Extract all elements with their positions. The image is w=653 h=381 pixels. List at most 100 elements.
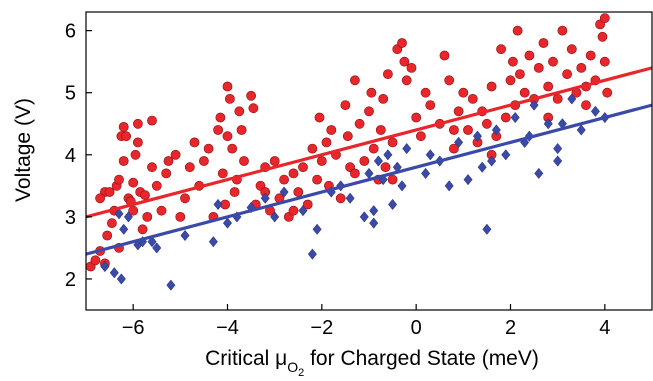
x-tick-label: −2 (310, 317, 333, 339)
data-point-circle (161, 168, 172, 179)
data-point-circle (378, 94, 389, 104)
data-point-circle (217, 168, 228, 179)
data-point-circle (599, 56, 610, 67)
data-point-circle (515, 69, 525, 79)
data-point-circle (397, 38, 407, 48)
data-point-diamond (369, 217, 379, 229)
data-point-circle (175, 211, 186, 222)
data-point-circle (95, 193, 105, 204)
data-point-circle (486, 81, 497, 92)
data-point-circle (467, 94, 478, 104)
data-point-circle (581, 100, 591, 110)
data-point-diamond (307, 248, 317, 260)
data-point-circle (140, 190, 150, 200)
data-point-circle (375, 125, 386, 135)
data-point-diamond (402, 142, 412, 155)
data-point-diamond (454, 136, 464, 148)
data-point-circle (505, 75, 516, 86)
data-point-circle (118, 122, 129, 132)
data-point-circle (321, 137, 332, 148)
x-tick-label: −6 (122, 317, 145, 339)
data-point-circle (248, 103, 259, 114)
data-point-circle (566, 44, 577, 55)
data-point-circle (316, 156, 327, 166)
data-point-diamond (147, 236, 157, 248)
data-point-diamond (260, 192, 270, 204)
data-point-circle (128, 177, 139, 188)
data-point-circle (314, 112, 325, 123)
data-point-circle (519, 87, 530, 98)
data-point-diamond (364, 167, 374, 180)
data-point-diamond (114, 208, 124, 220)
data-point-circle (307, 143, 318, 154)
data-point-circle (279, 174, 289, 185)
data-point-circle (533, 63, 544, 73)
data-point-circle (104, 187, 115, 197)
x-tick-label: 0 (411, 317, 422, 339)
data-point-diamond (213, 198, 223, 211)
data-point-circle (229, 187, 240, 197)
data-point-circle (147, 115, 157, 126)
data-point-circle (118, 156, 129, 166)
data-point-circle (180, 193, 190, 204)
data-point-diamond (270, 211, 280, 223)
data-point-circle (538, 38, 549, 48)
fit-lines (85, 66, 653, 256)
data-point-circle (602, 87, 613, 98)
data-point-circle (302, 199, 313, 210)
data-point-circle (342, 131, 353, 142)
data-point-circle (463, 125, 473, 135)
data-point-diamond (208, 236, 218, 248)
data-point-circle (349, 75, 360, 86)
y-axis-title: Voltage (V) (12, 98, 35, 202)
data-point-circle (448, 125, 459, 135)
data-point-circle (227, 143, 238, 154)
data-point-circle (420, 87, 431, 98)
data-point-circle (585, 50, 596, 61)
data-point-circle (380, 162, 391, 173)
data-point-circle (239, 156, 249, 166)
data-point-diamond (463, 174, 473, 186)
data-point-diamond (576, 124, 586, 136)
y-tick-label: 4 (65, 145, 76, 167)
data-point-circle (335, 193, 346, 204)
data-point-diamond (298, 205, 308, 217)
data-point-circle (213, 125, 223, 135)
data-point-diamond (472, 130, 483, 142)
data-point-circle (326, 125, 337, 135)
data-point-circle (130, 149, 141, 160)
x-tick-label: 2 (505, 317, 516, 339)
fit-line-diamond (85, 103, 653, 256)
data-point-circle (543, 81, 554, 92)
data-point-circle (576, 63, 587, 73)
y-tick-label: 6 (65, 21, 76, 43)
data-point-diamond (152, 242, 162, 254)
data-point-circle (90, 255, 101, 266)
data-point-circle (163, 156, 174, 166)
data-point-circle (288, 168, 299, 179)
data-point-circle (453, 106, 464, 117)
data-point-diamond (369, 205, 379, 217)
data-point-diamond (166, 279, 176, 291)
data-point-circle (562, 69, 572, 79)
data-point-circle (359, 156, 370, 166)
data-point-diamond (444, 180, 454, 192)
data-point-circle (340, 100, 351, 110)
x-ticks: −6 −4 −2 0 2 4 (122, 304, 610, 339)
data-point-circle (222, 81, 233, 92)
data-point-circle (215, 112, 226, 123)
data-point-circle (269, 156, 280, 166)
data-point-circle (170, 149, 181, 160)
data-point-diamond (345, 192, 355, 204)
data-point-diamond (491, 124, 501, 136)
data-point-circle (203, 143, 214, 154)
data-point-circle (439, 50, 450, 61)
data-point-circle (401, 75, 412, 86)
data-point-circle (236, 125, 247, 135)
data-point-circle (288, 205, 299, 216)
y-tick-label: 3 (65, 207, 76, 229)
data-point-circle (448, 143, 459, 154)
data-point-diamond (501, 149, 511, 161)
data-point-circle (481, 118, 492, 129)
data-point-circle (557, 25, 568, 36)
